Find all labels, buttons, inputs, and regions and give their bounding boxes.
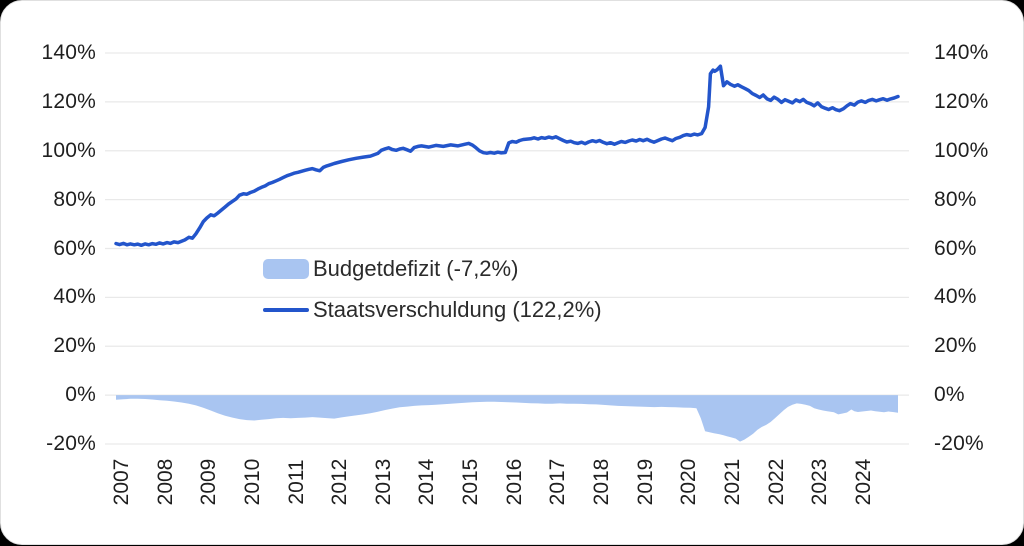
x-tick-year: 2014 [415, 458, 439, 506]
x-tick-year: 2015 [459, 458, 483, 506]
y-tick-left: 40% [53, 285, 96, 309]
x-tick-year: 2024 [851, 458, 875, 506]
y-tick-right: 60% [934, 236, 977, 260]
x-tick-year: 2013 [371, 458, 395, 506]
y-tick-left: 120% [41, 89, 96, 113]
x-tick-year: 2009 [197, 458, 221, 506]
y-tick-left: 80% [53, 187, 96, 211]
y-tick-right: -20% [934, 432, 984, 455]
y-tick-left: -20% [46, 432, 96, 455]
y-tick-right: 0% [934, 383, 965, 407]
x-tick-year: 2023 [808, 458, 832, 506]
x-tick-year: 2011 [284, 459, 308, 505]
y-tick-right: 40% [934, 285, 977, 309]
legend-item-staatsverschuldung: Staatsverschuldung (122,2%) [263, 297, 602, 322]
y-tick-right: 120% [934, 89, 989, 113]
x-tick-year: 2007 [110, 458, 133, 506]
legend-label-budgetdefizit: Budgetdefizit (-7,2%) [313, 255, 519, 281]
x-tick-year: 2018 [590, 458, 614, 506]
legend-item-budgetdefizit: Budgetdefizit (-7,2%) [263, 256, 602, 281]
deficit-area-series [116, 395, 898, 442]
x-tick-year: 2021 [720, 458, 744, 506]
y-tick-right: 140% [934, 41, 989, 64]
line-swatch-icon [263, 307, 309, 312]
y-tick-right: 80% [934, 187, 977, 211]
x-tick-year: 2012 [328, 458, 352, 506]
legend: Budgetdefizit (-7,2%) Staatsverschuldung… [263, 256, 602, 338]
y-tick-right: 20% [934, 334, 977, 358]
x-tick-year: 2008 [153, 458, 177, 506]
legend-label-staatsverschuldung: Staatsverschuldung (122,2%) [313, 296, 602, 322]
x-tick-year: 2020 [677, 458, 701, 506]
x-tick-year: 2022 [764, 458, 788, 506]
y-tick-left: 0% [65, 383, 96, 407]
y-tick-right: 100% [934, 138, 989, 162]
area-swatch-icon [263, 258, 309, 279]
y-tick-left: 20% [53, 334, 96, 358]
y-tick-left: 140% [41, 41, 96, 64]
x-tick-year: 2016 [502, 458, 526, 506]
debt-line-series [114, 64, 900, 248]
x-tick-year: 2017 [546, 458, 570, 506]
x-tick-year: 2010 [240, 458, 264, 506]
x-tick-year: 2019 [633, 458, 657, 506]
y-tick-left: 60% [53, 236, 96, 260]
y-tick-left: 100% [41, 138, 96, 162]
